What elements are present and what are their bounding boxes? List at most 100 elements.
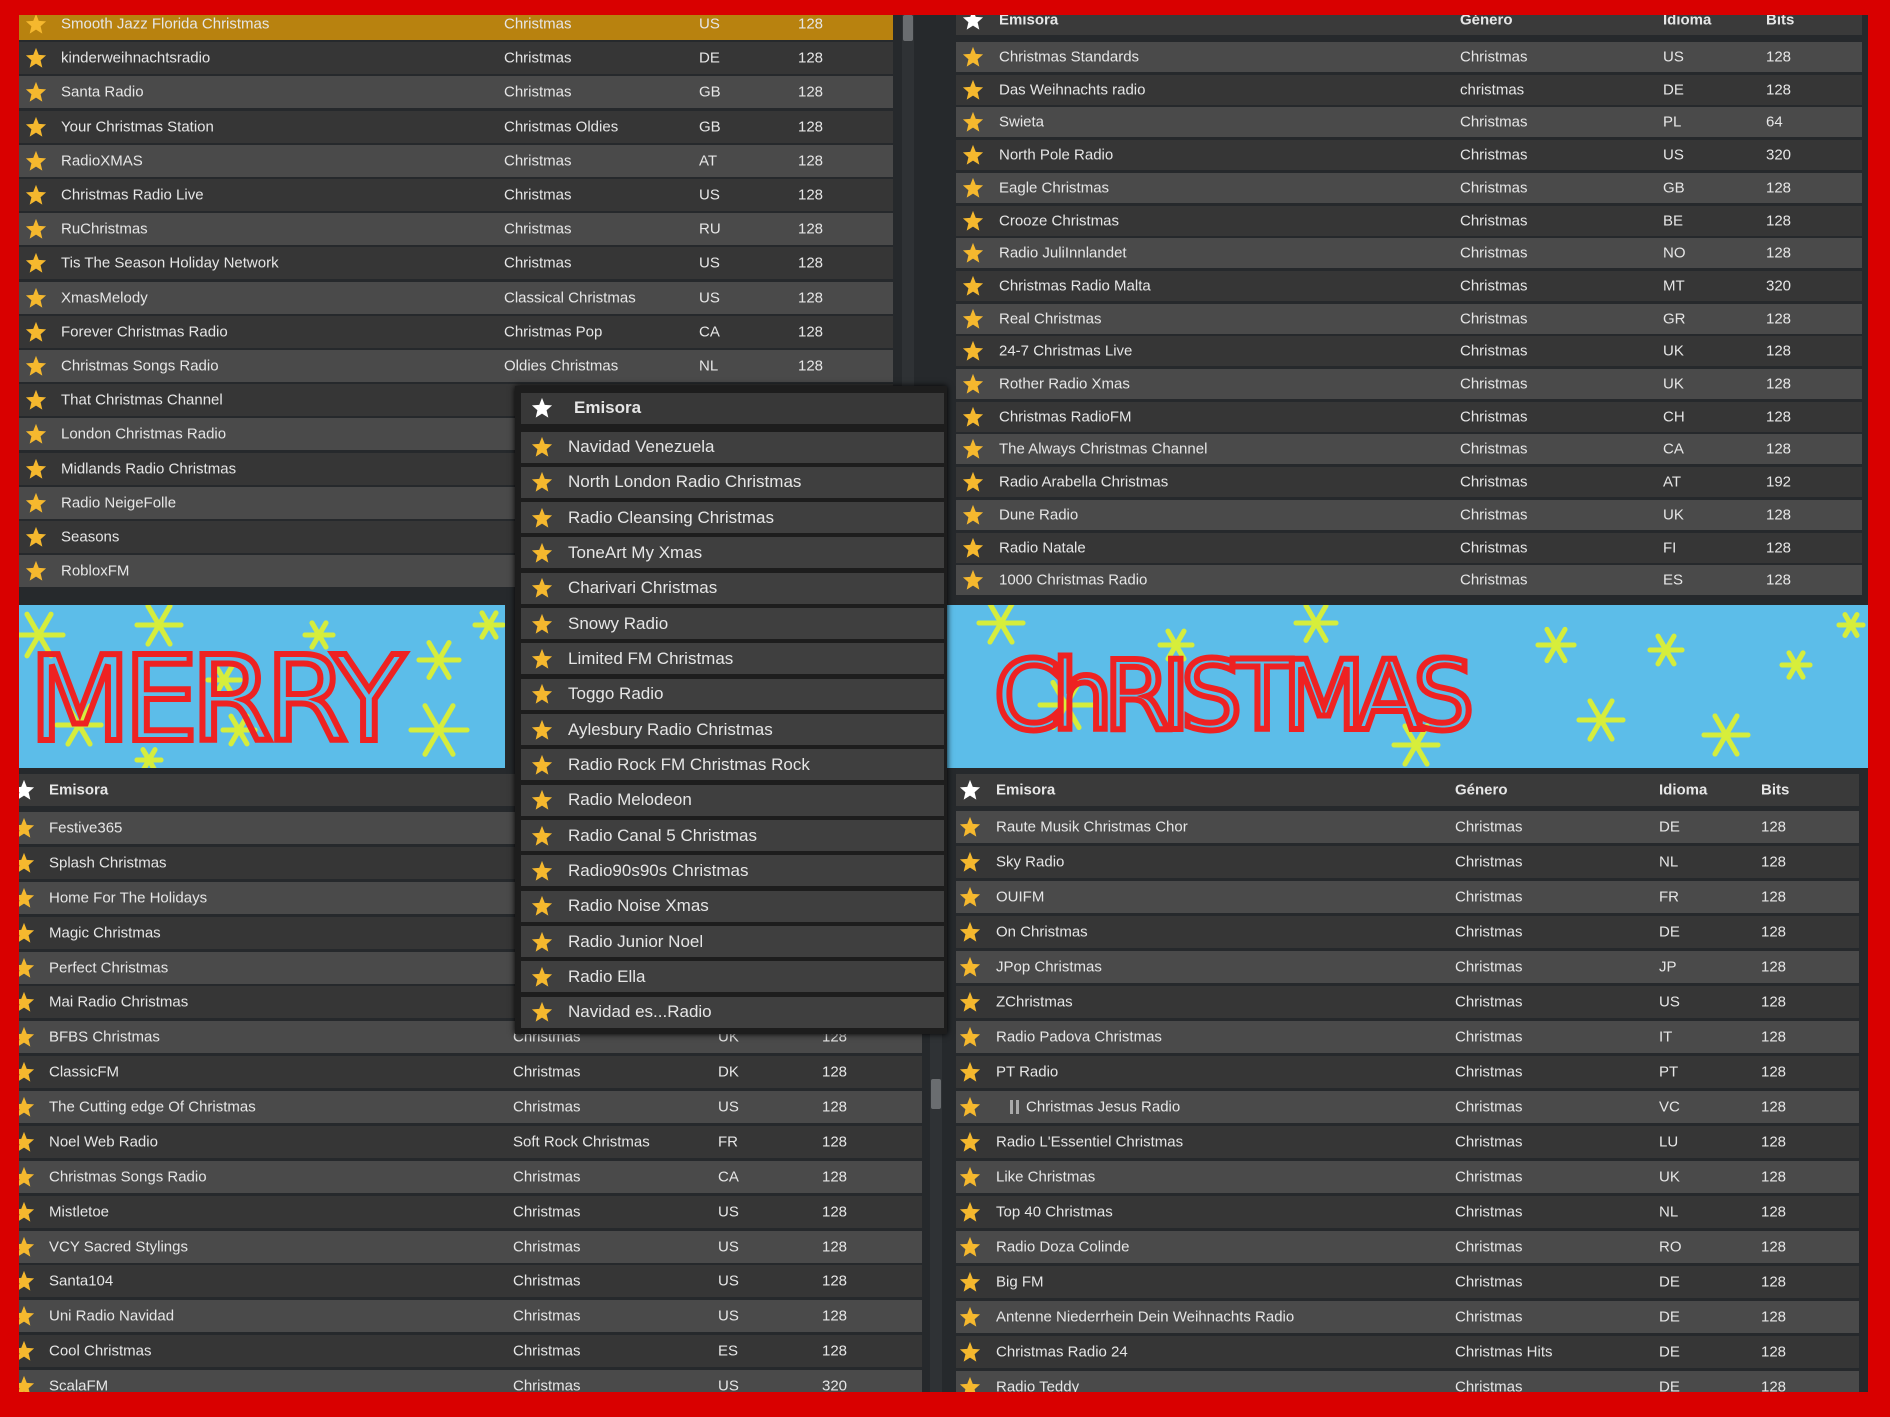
favorite-star-icon[interactable] bbox=[25, 492, 47, 514]
column-header-lang[interactable]: Idioma bbox=[1659, 781, 1708, 799]
station-row[interactable]: On Christmas Christmas DE 128 bbox=[956, 916, 1859, 948]
station-row[interactable]: The Cutting edge Of Christmas Christmas US… bbox=[13, 1091, 922, 1124]
favorite-star-icon[interactable] bbox=[959, 1061, 981, 1083]
favorite-star-icon[interactable] bbox=[531, 613, 553, 635]
favorite-star-icon[interactable] bbox=[531, 507, 553, 529]
column-header-genre[interactable]: Género bbox=[1455, 781, 1508, 799]
favorite-star-icon[interactable] bbox=[531, 719, 553, 741]
favorite-star-icon[interactable] bbox=[962, 537, 984, 559]
favorite-star-icon[interactable] bbox=[959, 816, 981, 838]
favorite-star-icon[interactable] bbox=[531, 789, 553, 811]
favorite-star-icon[interactable] bbox=[531, 860, 553, 882]
station-row[interactable]: Radio Noise Xmas bbox=[521, 890, 944, 922]
favorite-star-icon[interactable] bbox=[962, 242, 984, 264]
station-row[interactable]: Christmas Jesus Radio Christmas VC 128 bbox=[956, 1091, 1859, 1123]
favorite-star-icon[interactable] bbox=[25, 116, 47, 138]
favorite-star-icon[interactable] bbox=[531, 895, 553, 917]
favorite-star-icon[interactable] bbox=[25, 526, 47, 548]
scrollbar-thumb[interactable] bbox=[903, 15, 913, 41]
column-header-genre[interactable]: Género bbox=[1460, 11, 1513, 29]
favorite-star-icon[interactable] bbox=[531, 1001, 553, 1023]
station-row[interactable]: Radio Rock FM Christmas Rock bbox=[521, 749, 944, 781]
station-row[interactable]: Radio Melodeon bbox=[521, 784, 944, 816]
favorite-star-icon[interactable] bbox=[959, 1166, 981, 1188]
favorite-star-icon[interactable] bbox=[25, 321, 47, 343]
station-row[interactable]: JPop Christmas Christmas JP 128 bbox=[956, 951, 1859, 983]
station-row[interactable]: PT Radio Christmas PT 128 bbox=[956, 1056, 1859, 1088]
station-row[interactable]: Aylesbury Radio Christmas bbox=[521, 714, 944, 746]
favorite-star-icon[interactable] bbox=[959, 1271, 981, 1293]
favorite-star-icon[interactable] bbox=[531, 931, 553, 953]
favorite-star-icon[interactable] bbox=[531, 436, 553, 458]
favorite-star-icon[interactable] bbox=[959, 886, 981, 908]
station-row[interactable]: Santa104 Christmas US 128 bbox=[13, 1265, 922, 1298]
star-header-icon[interactable] bbox=[959, 779, 981, 801]
pause-icon[interactable] bbox=[1010, 1100, 1019, 1114]
station-row[interactable]: Raute Musik Christmas Chor Christmas DE 128 bbox=[956, 811, 1859, 843]
column-header-lang[interactable]: Idioma bbox=[1663, 11, 1712, 29]
favorite-star-icon[interactable] bbox=[959, 851, 981, 873]
station-row[interactable]: Radio Natale Christmas FI 128 bbox=[956, 532, 1862, 563]
station-row[interactable]: VCY Sacred Stylings Christmas US 128 bbox=[13, 1230, 922, 1263]
favorite-star-icon[interactable] bbox=[531, 577, 553, 599]
station-row[interactable]: Radio Cleansing Christmas bbox=[521, 502, 944, 534]
favorite-star-icon[interactable] bbox=[962, 210, 984, 232]
station-row[interactable]: Christmas Radio Malta Christmas MT 320 bbox=[956, 270, 1862, 301]
favorite-star-icon[interactable] bbox=[531, 966, 553, 988]
column-header-bits[interactable]: Bits bbox=[1766, 11, 1795, 29]
favorite-star-icon[interactable] bbox=[959, 921, 981, 943]
favorite-star-icon[interactable] bbox=[531, 754, 553, 776]
station-row[interactable]: Antenne Niederrhein Dein Weihnachts Radi… bbox=[956, 1301, 1859, 1333]
favorite-star-icon[interactable] bbox=[959, 1376, 981, 1398]
station-row[interactable]: Radio JuliInnlandet Christmas NO 128 bbox=[956, 238, 1862, 269]
station-row[interactable]: Radio Doza Colinde Christmas RO 128 bbox=[956, 1231, 1859, 1263]
scrollbar-thumb[interactable] bbox=[931, 1079, 941, 1109]
station-row[interactable]: Navidad es...Radio bbox=[521, 996, 944, 1028]
favorite-star-icon[interactable] bbox=[25, 355, 47, 377]
station-row[interactable]: Radio Ella bbox=[521, 961, 944, 993]
station-row[interactable]: 24-7 Christmas Live Christmas UK 128 bbox=[956, 336, 1862, 367]
station-row[interactable]: Radio L'Essentiel Christmas Christmas LU 12… bbox=[956, 1126, 1859, 1158]
station-row[interactable]: Charivari Christmas bbox=[521, 572, 944, 604]
favorite-star-icon[interactable] bbox=[25, 13, 47, 35]
favorite-star-icon[interactable] bbox=[962, 275, 984, 297]
station-row[interactable]: Tis The Season Holiday Network Christmas U… bbox=[19, 247, 893, 280]
favorite-star-icon[interactable] bbox=[25, 458, 47, 480]
station-row[interactable]: Christmas Standards Christmas US 128 bbox=[956, 42, 1862, 72]
favorite-star-icon[interactable] bbox=[959, 1096, 981, 1118]
favorite-star-icon[interactable] bbox=[962, 46, 984, 68]
station-row[interactable]: Like Christmas Christmas UK 128 bbox=[956, 1161, 1859, 1193]
favorite-star-icon[interactable] bbox=[959, 1341, 981, 1363]
favorite-star-icon[interactable] bbox=[962, 144, 984, 166]
station-row[interactable]: Christmas Radio 24 Christmas Hits DE 128 bbox=[956, 1336, 1859, 1368]
favorite-star-icon[interactable] bbox=[962, 438, 984, 460]
favorite-star-icon[interactable] bbox=[531, 825, 553, 847]
favorite-star-icon[interactable] bbox=[531, 683, 553, 705]
favorite-star-icon[interactable] bbox=[531, 471, 553, 493]
station-row[interactable]: kinderweihnachtsradio Christmas DE 128 bbox=[19, 42, 893, 75]
favorite-star-icon[interactable] bbox=[25, 389, 47, 411]
station-row[interactable]: Santa Radio Christmas GB 128 bbox=[19, 76, 893, 109]
station-row[interactable]: XmasMelody Classical Christmas US 128 bbox=[19, 281, 893, 314]
station-row[interactable]: Limited FM Christmas bbox=[521, 643, 944, 675]
station-row[interactable]: Noel Web Radio Soft Rock Christmas FR 128 bbox=[13, 1125, 922, 1158]
station-row[interactable]: Swieta Christmas PL 64 bbox=[956, 107, 1862, 138]
star-header-icon[interactable] bbox=[962, 9, 984, 31]
station-row[interactable]: Navidad Venezuela bbox=[521, 431, 944, 463]
favorite-star-icon[interactable] bbox=[962, 111, 984, 133]
star-header-icon[interactable] bbox=[531, 397, 553, 419]
station-row[interactable]: Radio Padova Christmas Christmas IT 128 bbox=[956, 1021, 1859, 1053]
favorite-star-icon[interactable] bbox=[959, 1026, 981, 1048]
favorite-star-icon[interactable] bbox=[962, 340, 984, 362]
favorite-star-icon[interactable] bbox=[962, 471, 984, 493]
favorite-star-icon[interactable] bbox=[959, 991, 981, 1013]
station-row[interactable]: Your Christmas Station Christmas Oldies GB… bbox=[19, 110, 893, 143]
station-row[interactable]: ZChristmas Christmas US 128 bbox=[956, 986, 1859, 1018]
station-row[interactable]: RuChristmas Christmas RU 128 bbox=[19, 213, 893, 246]
station-row[interactable]: Big FM Christmas DE 128 bbox=[956, 1266, 1859, 1298]
favorite-star-icon[interactable] bbox=[962, 569, 984, 591]
station-row[interactable]: Uni Radio Navidad Christmas US 128 bbox=[13, 1300, 922, 1333]
favorite-star-icon[interactable] bbox=[959, 1201, 981, 1223]
station-row[interactable]: Christmas Songs Radio Christmas CA 128 bbox=[13, 1160, 922, 1193]
favorite-star-icon[interactable] bbox=[962, 177, 984, 199]
